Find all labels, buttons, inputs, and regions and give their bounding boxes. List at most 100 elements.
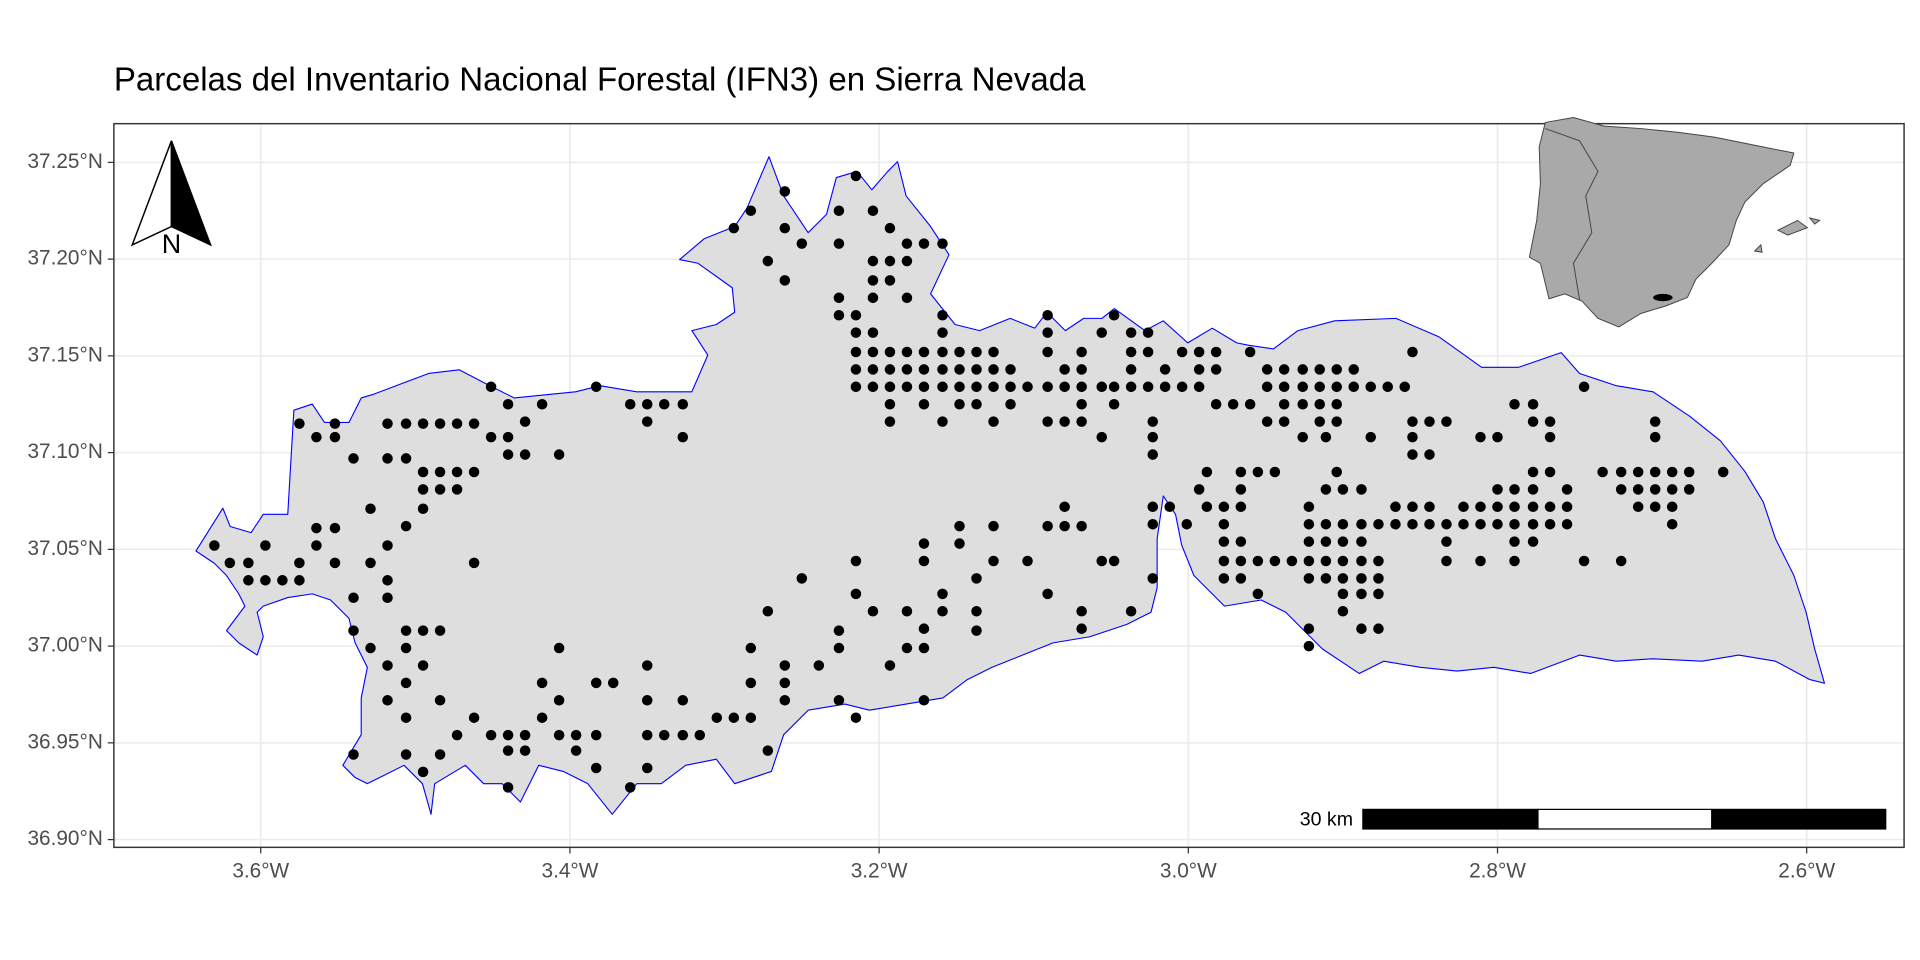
plot-point [796,573,808,584]
plot-point [1252,588,1264,600]
plot-point [1407,501,1418,513]
plot-point [382,575,393,586]
plot-point [417,466,429,478]
plot-point [382,695,393,706]
plot-point [867,364,879,375]
plot-point [1193,484,1205,495]
plot-point [1303,518,1315,530]
plot-point [1210,346,1222,358]
plot-point [850,381,862,393]
plot-point [918,623,930,634]
plot-point [867,292,879,304]
plot-point [1441,536,1452,547]
plot-point [1527,484,1539,495]
plot-point [779,222,791,234]
plot-point [400,677,412,689]
plot-point [1235,555,1247,567]
plot-point [1076,381,1087,393]
plot-point [1615,555,1627,567]
plot-point [451,466,463,478]
plot-point [1348,381,1359,393]
y-tick-label: 37.00°N [27,634,102,657]
plot-point [1164,501,1176,513]
plot-point [833,625,845,636]
plot-point [1210,364,1222,375]
plot-point [641,660,653,671]
plot-point [1269,466,1281,478]
plot-point [884,275,896,286]
plot-point [1125,327,1137,338]
x-tick-label: 3.2°W [851,859,908,882]
plot-point [918,346,930,358]
y-tick-label: 37.05°N [27,537,102,560]
plot-point [1649,501,1661,513]
plot-point [954,520,965,532]
plot-point [1509,398,1520,410]
portugal-border [1545,128,1599,301]
plot-point [468,466,480,478]
y-tick-label: 36.95°N [27,730,102,753]
plot-point [937,364,948,375]
plot-point [1005,381,1016,393]
plot-point [779,695,791,706]
plot-point [311,522,322,534]
plot-point [884,398,896,410]
plot-point [260,575,271,586]
plot-point [971,381,982,393]
plot-point [1042,327,1053,338]
plot-point [434,749,446,760]
plot-point [434,484,446,495]
plot-point [1108,398,1120,410]
plot-point [1717,466,1729,478]
plot-point [850,588,862,600]
plot-point [1441,518,1452,530]
x-tick-label: 2.6°W [1778,859,1835,882]
plot-point [1509,555,1520,567]
plot-point [1125,346,1137,358]
plot-point [329,431,341,443]
plot-point [1278,416,1290,427]
plot-point [1365,431,1376,443]
plot-point [1475,555,1486,567]
plot-point [1076,398,1087,410]
y-tick-label: 37.10°N [27,440,102,463]
plot-point [988,364,999,375]
plot-point [1527,416,1539,427]
plot-point [590,729,602,741]
plot-point [901,255,913,267]
plot-point [1218,518,1230,530]
plot-point [796,238,808,249]
plot-point [1303,573,1315,584]
plot-point [1382,381,1394,393]
plot-point [1527,466,1539,478]
plot-point [658,729,670,741]
plot-point [1390,501,1401,513]
plot-point [971,364,982,375]
x-tick-label: 3.4°W [542,859,599,882]
scale-bar: 30 km [1300,809,1887,831]
plot-point [833,205,845,217]
plot-point [833,238,845,249]
plot-point [918,555,930,567]
plot-point [1269,555,1281,567]
plot-point [1252,466,1264,478]
plot-point [884,346,896,358]
plot-point [867,275,879,286]
plot-point [468,418,480,429]
plot-point [1303,555,1315,567]
plot-point [1108,381,1120,393]
plot-point [1578,381,1590,393]
plot-point [1244,398,1256,410]
plot-point [1666,466,1678,478]
plot-point [519,729,531,741]
plot-point [590,677,602,689]
plot-point [536,677,548,689]
plot-point [502,745,514,756]
plot-point [1076,346,1087,358]
plot-point [1314,364,1325,375]
plot-point [1407,416,1418,427]
plot-point [937,309,948,321]
y-tick-label: 37.25°N [27,150,102,173]
plot-point [1424,449,1435,460]
